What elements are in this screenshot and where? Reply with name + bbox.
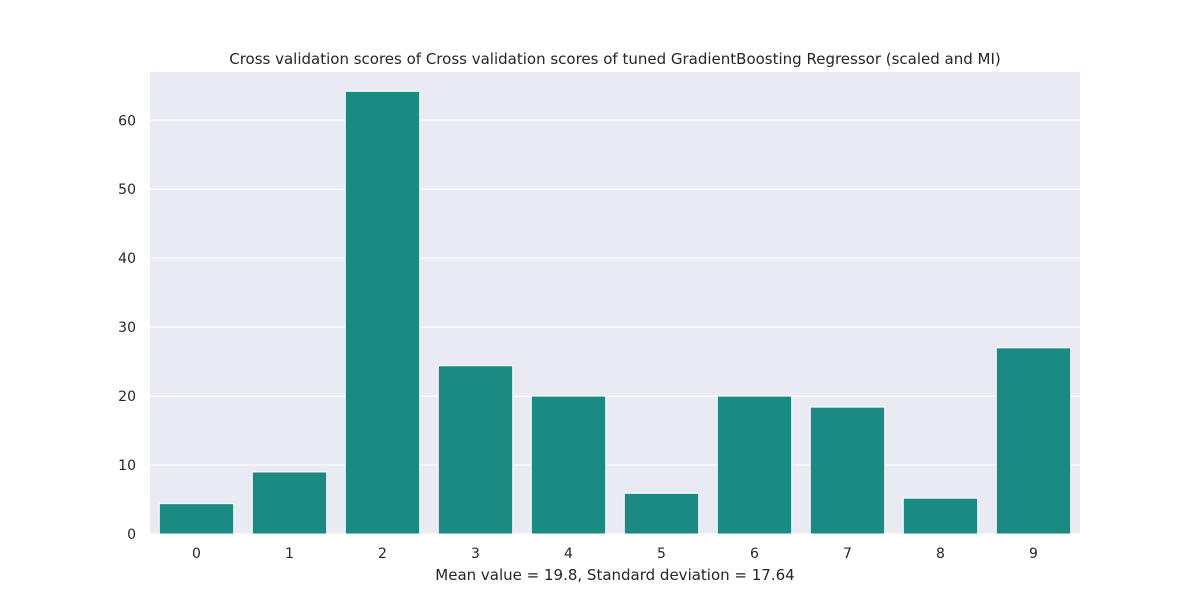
y-tick-label: 40 xyxy=(118,251,136,267)
x-tick-label: 6 xyxy=(750,546,759,562)
y-axis-ticks: 0 10 20 30 40 50 60 xyxy=(118,113,136,543)
bar-7 xyxy=(809,406,886,535)
bar-3 xyxy=(437,365,514,535)
x-axis-ticks: 0 1 2 3 4 5 6 7 8 9 xyxy=(192,546,1038,562)
bar-6 xyxy=(716,395,793,535)
chart-title: Cross validation scores of Cross validat… xyxy=(229,50,1001,68)
x-tick-label: 7 xyxy=(843,546,852,562)
x-tick-label: 4 xyxy=(564,546,573,562)
y-tick-label: 30 xyxy=(118,320,136,336)
bar-0 xyxy=(158,503,235,535)
x-tick-label: 5 xyxy=(657,546,666,562)
plot-area xyxy=(150,72,1080,534)
x-axis-label: Mean value = 19.8, Standard deviation = … xyxy=(435,566,794,584)
bar-8 xyxy=(902,497,979,535)
bar-4 xyxy=(530,395,607,535)
x-tick-label: 0 xyxy=(192,546,201,562)
y-tick-label: 50 xyxy=(118,182,136,198)
bar-9 xyxy=(995,347,1072,535)
y-tick-label: 60 xyxy=(118,113,136,129)
bar-2 xyxy=(344,90,421,535)
x-tick-label: 8 xyxy=(936,546,945,562)
x-tick-label: 1 xyxy=(285,546,294,562)
x-tick-label: 3 xyxy=(471,546,480,562)
bar-1 xyxy=(251,471,328,535)
x-tick-label: 2 xyxy=(378,546,387,562)
bars xyxy=(158,90,1072,535)
y-tick-label: 20 xyxy=(118,389,136,405)
y-tick-label: 10 xyxy=(118,458,136,474)
y-tick-label: 0 xyxy=(127,527,136,543)
bar-5 xyxy=(623,492,700,535)
x-tick-label: 9 xyxy=(1029,546,1038,562)
